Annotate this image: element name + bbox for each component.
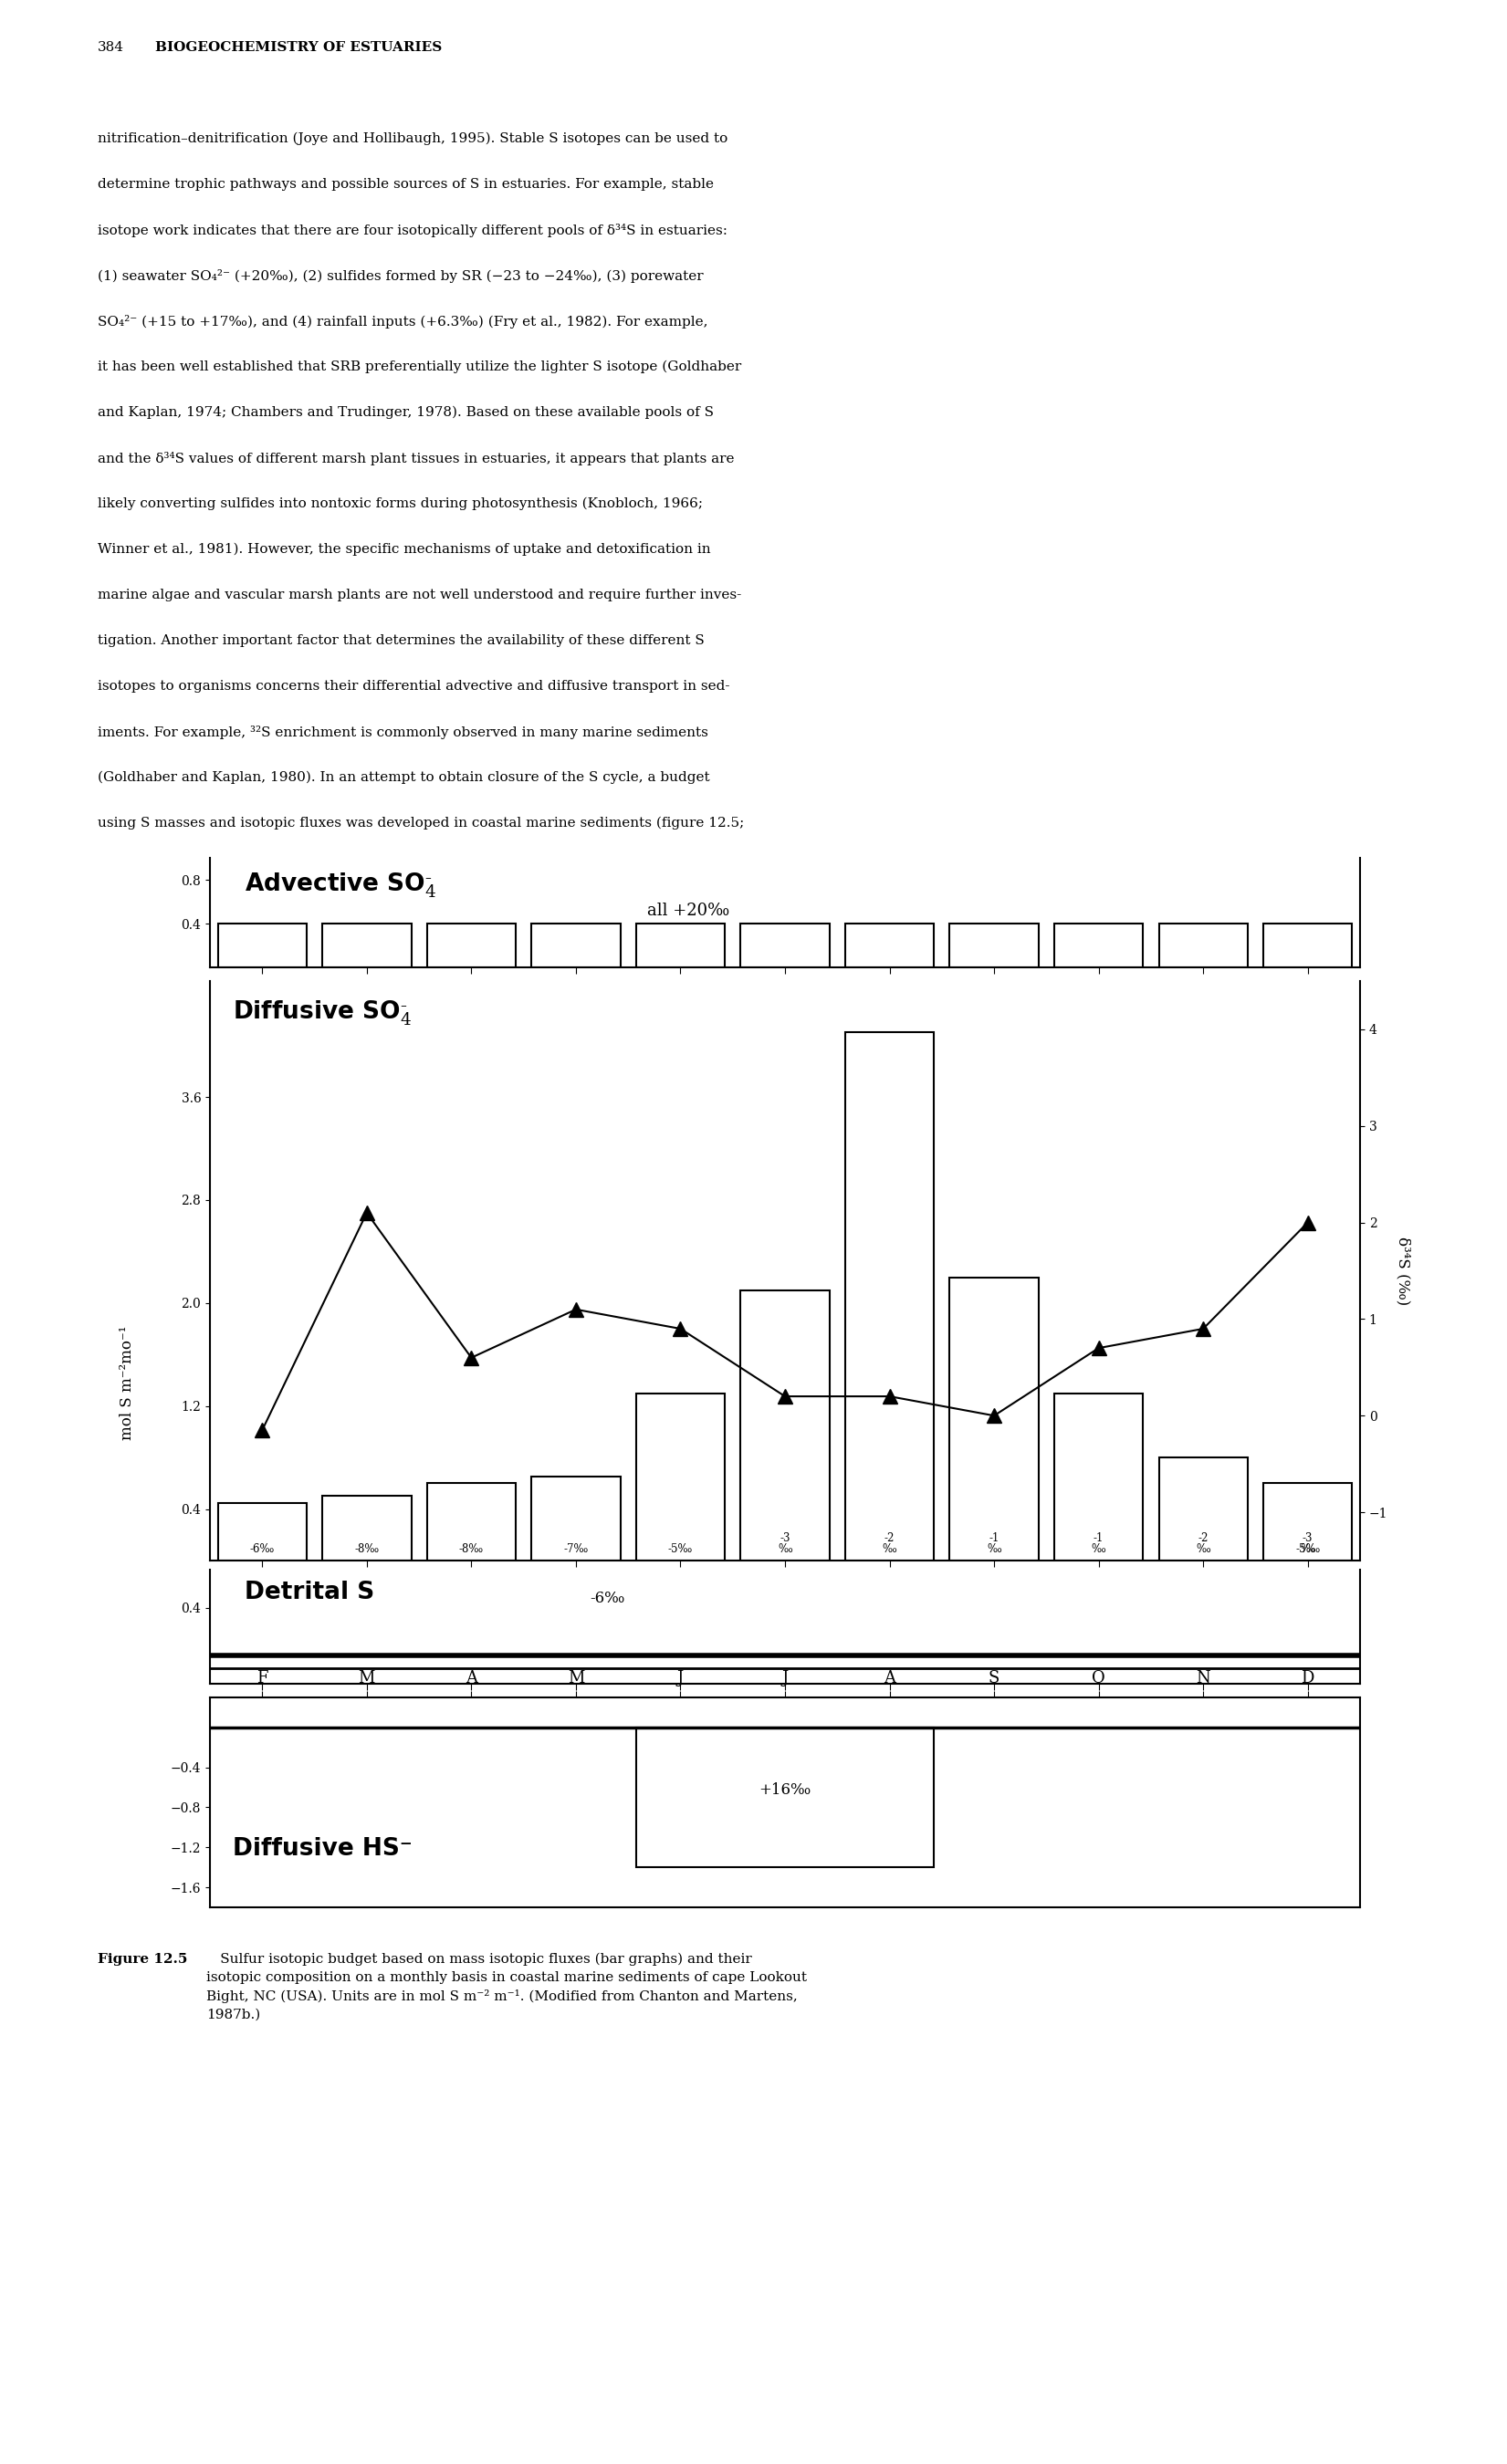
Text: BIOGEOCHEMISTRY OF ESTUARIES: BIOGEOCHEMISTRY OF ESTUARIES: [155, 42, 442, 54]
Bar: [532, 1476, 621, 1560]
Bar: [845, 924, 934, 968]
Text: -3
‰: -3 ‰: [1301, 1533, 1316, 1555]
Text: -2
‰: -2 ‰: [1197, 1533, 1210, 1555]
Text: -5‰: -5‰: [668, 1542, 693, 1555]
Bar: [636, 1392, 725, 1560]
Text: using S masses and isotopic fluxes was developed in coastal marine sediments (fi: using S masses and isotopic fluxes was d…: [98, 816, 744, 830]
Text: iments. For example, ³²S enrichment is commonly observed in many marine sediment: iments. For example, ³²S enrichment is c…: [98, 724, 708, 739]
Bar: [740, 1291, 829, 1560]
Text: and the δ³⁴S values of different marsh plant tissues in estuaries, it appears th: and the δ³⁴S values of different marsh p…: [98, 451, 734, 466]
Text: SO₄²⁻ (+15 to +17‰), and (4) rainfall inputs (+6.3‰) (Fry et al., 1982). For exa: SO₄²⁻ (+15 to +17‰), and (4) rainfall in…: [98, 315, 708, 328]
Text: (Goldhaber and Kaplan, 1980). In an attempt to obtain closure of the S cycle, a : (Goldhaber and Kaplan, 1980). In an atte…: [98, 771, 710, 784]
Text: -8‰: -8‰: [354, 1542, 380, 1555]
Bar: [949, 924, 1038, 968]
Bar: [322, 924, 411, 968]
Bar: [219, 924, 306, 968]
Bar: [426, 924, 515, 968]
Bar: [426, 1483, 515, 1560]
Text: -7‰: -7‰: [564, 1542, 588, 1555]
Bar: [1263, 924, 1352, 968]
Text: 384: 384: [98, 42, 125, 54]
Text: -6‰: -6‰: [589, 1589, 624, 1607]
Text: nitrification–denitrification (Joye and Hollibaugh, 1995). Stable S isotopes can: nitrification–denitrification (Joye and …: [98, 133, 728, 145]
Text: Advective SO$_4^{\bar{\ }}$: Advective SO$_4^{\bar{\ }}$: [244, 870, 437, 899]
Text: -1
‰: -1 ‰: [1091, 1533, 1106, 1555]
Bar: [1159, 1459, 1248, 1560]
Text: Figure 12.5: Figure 12.5: [98, 1954, 188, 1966]
Text: all +20‰: all +20‰: [647, 902, 729, 919]
Text: (1) seawater SO₄²⁻ (+20‰), (2) sulfides formed by SR (−23 to −24‰), (3) porewate: (1) seawater SO₄²⁻ (+20‰), (2) sulfides …: [98, 269, 704, 283]
Bar: [845, 1032, 934, 1560]
Text: likely converting sulfides into nontoxic forms during photosynthesis (Knobloch, : likely converting sulfides into nontoxic…: [98, 498, 704, 510]
Text: +16‰: +16‰: [760, 1781, 811, 1799]
Bar: [1263, 1483, 1352, 1560]
Bar: [636, 1727, 934, 1868]
Bar: [322, 1496, 411, 1560]
Text: Detrital S: Detrital S: [244, 1582, 374, 1604]
Y-axis label: δ³⁴S (‰): δ³⁴S (‰): [1395, 1237, 1411, 1306]
Text: -8‰: -8‰: [460, 1542, 484, 1555]
Text: isotope work indicates that there are four isotopically different pools of δ³⁴S : isotope work indicates that there are fo…: [98, 224, 728, 237]
Text: Diffusive SO$_4^{\bar{\ }}$: Diffusive SO$_4^{\bar{\ }}$: [234, 998, 411, 1027]
Text: mol S m⁻²mo⁻¹: mol S m⁻²mo⁻¹: [119, 1326, 134, 1439]
Bar: [949, 1276, 1038, 1560]
Text: Diffusive HS⁻: Diffusive HS⁻: [234, 1836, 413, 1860]
Text: it has been well established that SRB preferentially utilize the lighter S isoto: it has been well established that SRB pr…: [98, 360, 741, 375]
Bar: [1055, 924, 1144, 968]
Bar: [636, 924, 725, 968]
Bar: [532, 924, 621, 968]
Bar: [740, 924, 829, 968]
Text: Winner et al., 1981). However, the specific mechanisms of uptake and detoxificat: Winner et al., 1981). However, the speci…: [98, 542, 711, 557]
Text: and Kaplan, 1974; Chambers and Trudinger, 1978). Based on these available pools : and Kaplan, 1974; Chambers and Trudinger…: [98, 407, 714, 419]
Bar: [219, 1503, 306, 1560]
Text: isotopes to organisms concerns their differential advective and diffusive transp: isotopes to organisms concerns their dif…: [98, 680, 729, 692]
Text: marine algae and vascular marsh plants are not well understood and require furth: marine algae and vascular marsh plants a…: [98, 589, 741, 601]
Text: determine trophic pathways and possible sources of S in estuaries. For example, : determine trophic pathways and possible …: [98, 177, 714, 190]
Text: -5‰: -5‰: [1296, 1542, 1320, 1555]
Text: -1
‰: -1 ‰: [987, 1533, 1001, 1555]
Bar: [1055, 1392, 1144, 1560]
Text: -3
‰: -3 ‰: [778, 1533, 793, 1555]
Text: Sulfur isotopic budget based on mass isotopic fluxes (bar graphs) and their
isot: Sulfur isotopic budget based on mass iso…: [206, 1954, 808, 2020]
Text: -6‰: -6‰: [250, 1542, 274, 1555]
Bar: [1159, 924, 1248, 968]
Text: -2
‰: -2 ‰: [883, 1533, 897, 1555]
Text: tigation. Another important factor that determines the availability of these dif: tigation. Another important factor that …: [98, 633, 705, 648]
